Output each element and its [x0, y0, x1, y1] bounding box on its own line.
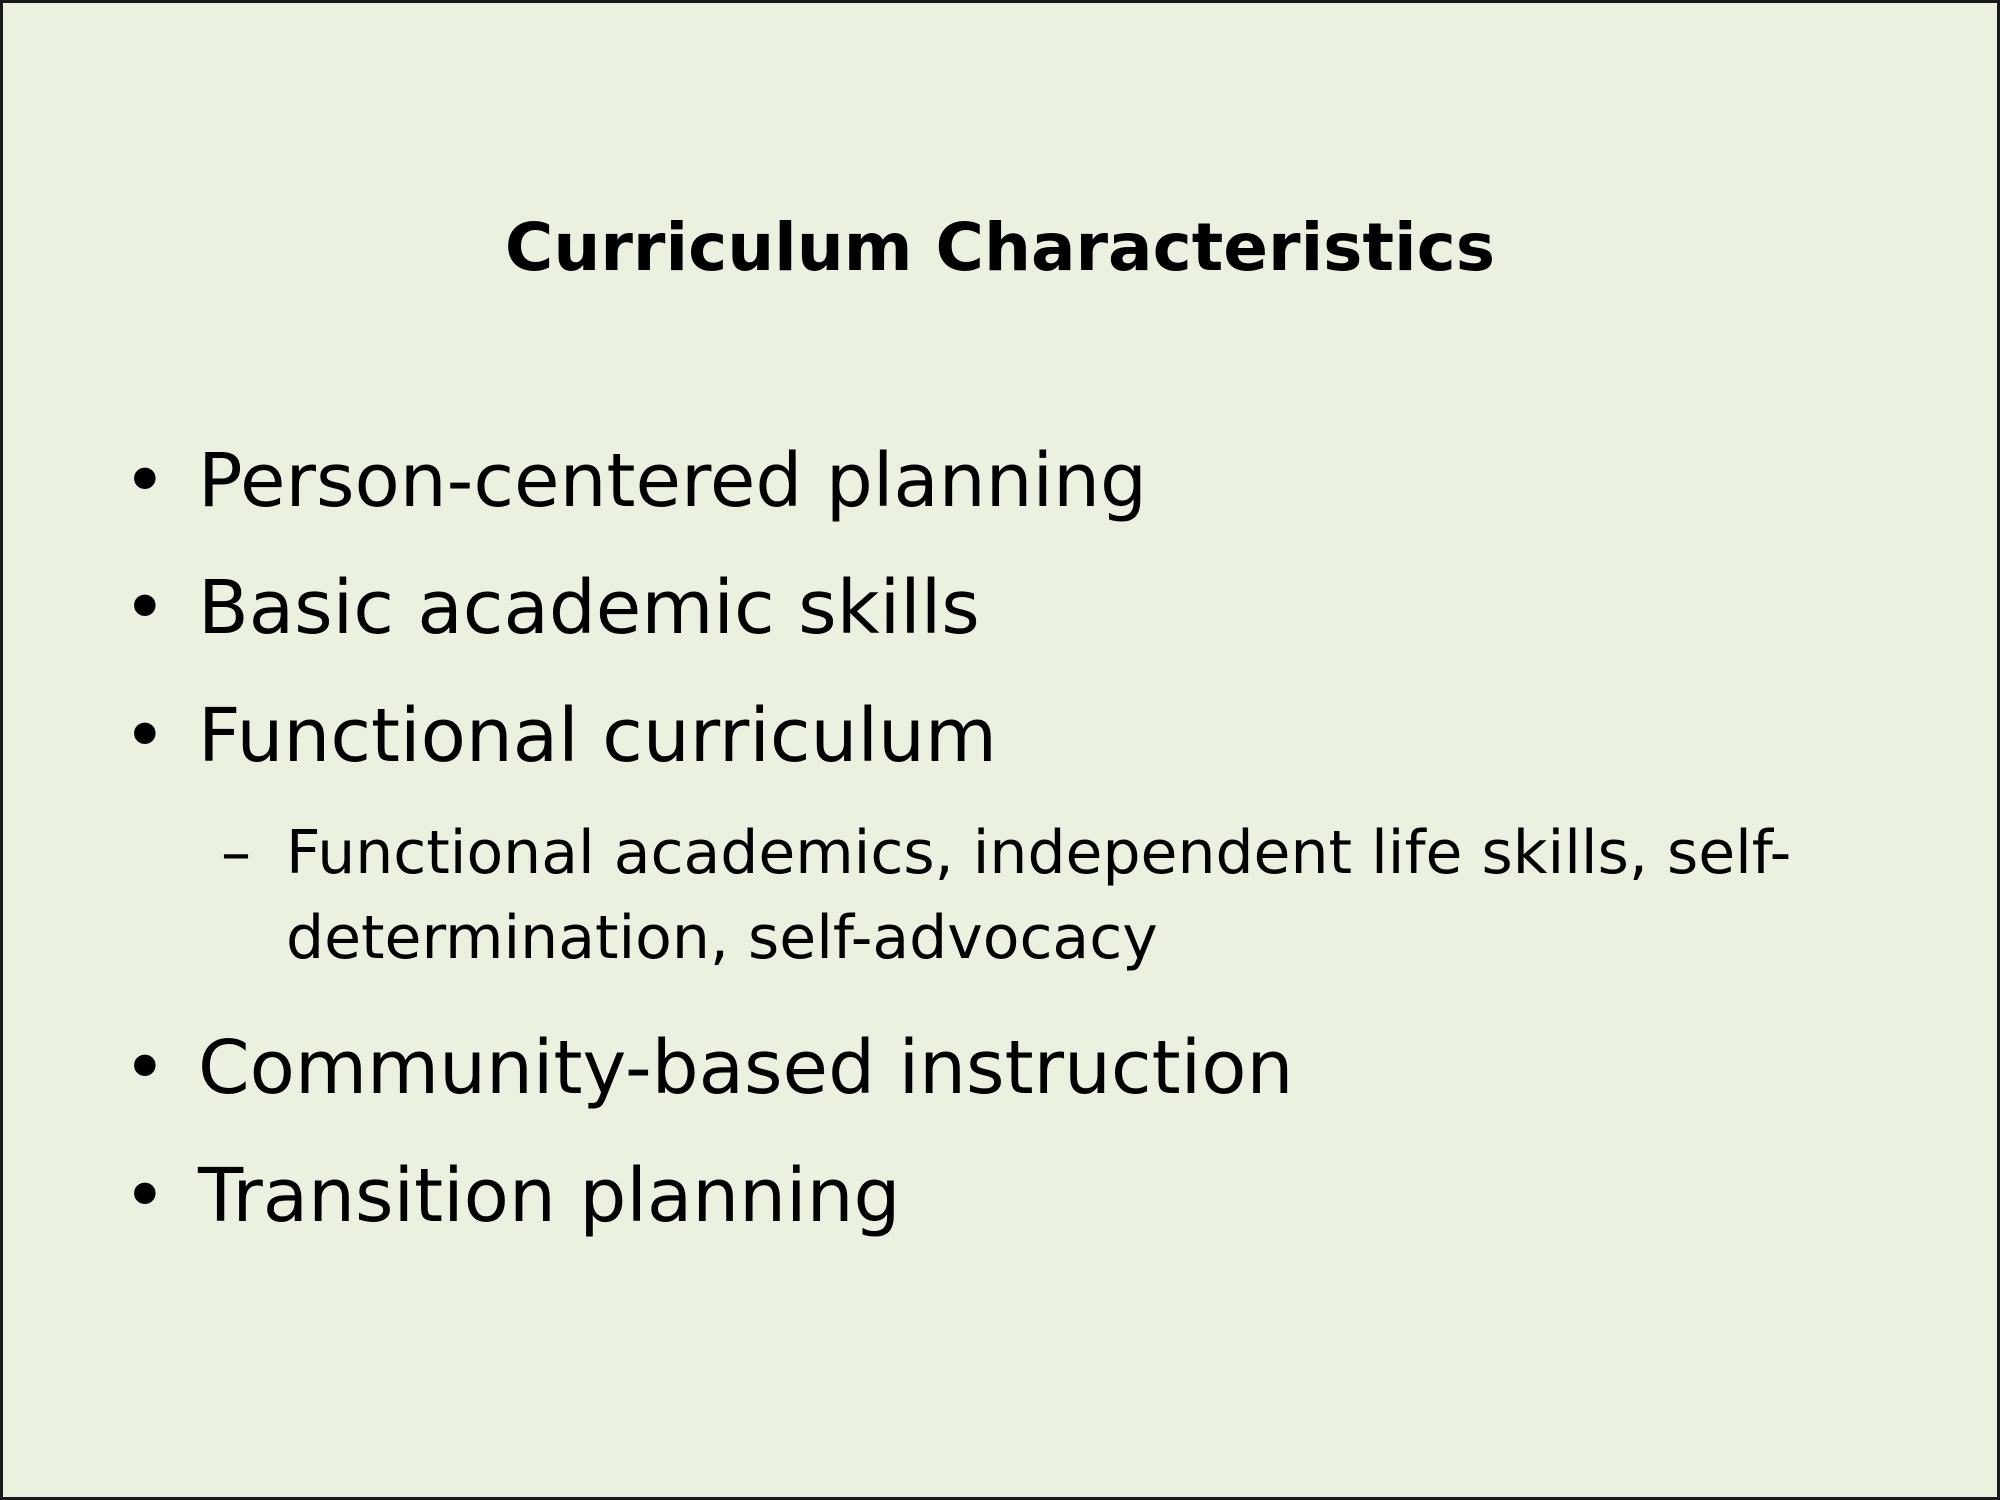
bullet-icon: •	[123, 1153, 167, 1239]
sub-bullet-text: Functional academics, independent life s…	[286, 818, 1792, 973]
bullet-text: Functional curriculum	[198, 693, 998, 779]
bullet-icon: •	[123, 693, 167, 779]
bullet-list: • Person-centered planning • Basic acade…	[3, 3, 1997, 1497]
bullet-text: Transition planning	[198, 1153, 901, 1239]
bullet-text: Person-centered planning	[198, 438, 1147, 524]
slide-title: Curriculum Characteristics	[504, 209, 1496, 286]
dash-icon: –	[221, 818, 251, 888]
bullet-icon: •	[123, 1025, 167, 1111]
bullet-text: Basic academic skills	[198, 565, 980, 651]
bullet-icon: •	[123, 565, 167, 651]
bullet-text: Community-based instruction	[198, 1025, 1294, 1111]
bullet-icon: •	[123, 438, 167, 524]
